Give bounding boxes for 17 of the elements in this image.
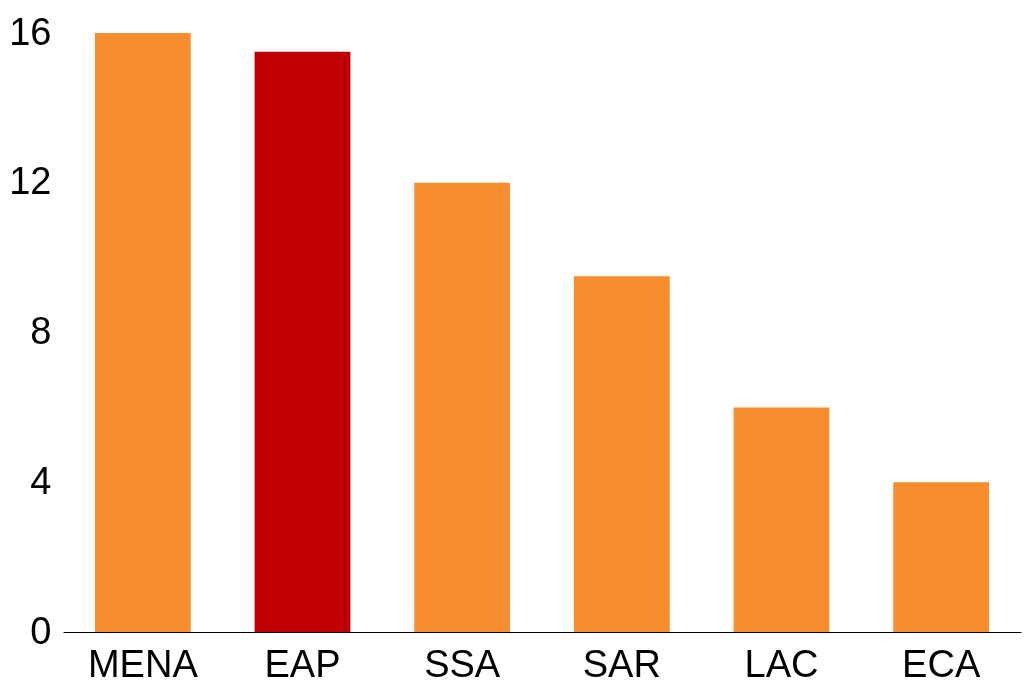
bar: [573, 276, 670, 632]
x-tick-label: SSA: [424, 642, 501, 685]
x-tick-label: LAC: [744, 642, 819, 685]
bar: [893, 482, 990, 632]
bar: [414, 182, 511, 632]
x-tick-label: ECA: [902, 642, 981, 685]
bar: [94, 33, 191, 632]
x-tick-label: EAP: [264, 642, 341, 685]
y-tick-label: 8: [30, 310, 52, 352]
y-tick-label: 12: [9, 160, 52, 203]
y-tick-label: 4: [30, 459, 52, 502]
bar: [733, 407, 830, 632]
bar: [254, 51, 351, 632]
y-tick-label: 0: [30, 609, 52, 652]
y-tick-label: 16: [9, 10, 52, 53]
x-tick-label: SAR: [582, 642, 661, 685]
x-tick-label: MENA: [87, 642, 199, 685]
